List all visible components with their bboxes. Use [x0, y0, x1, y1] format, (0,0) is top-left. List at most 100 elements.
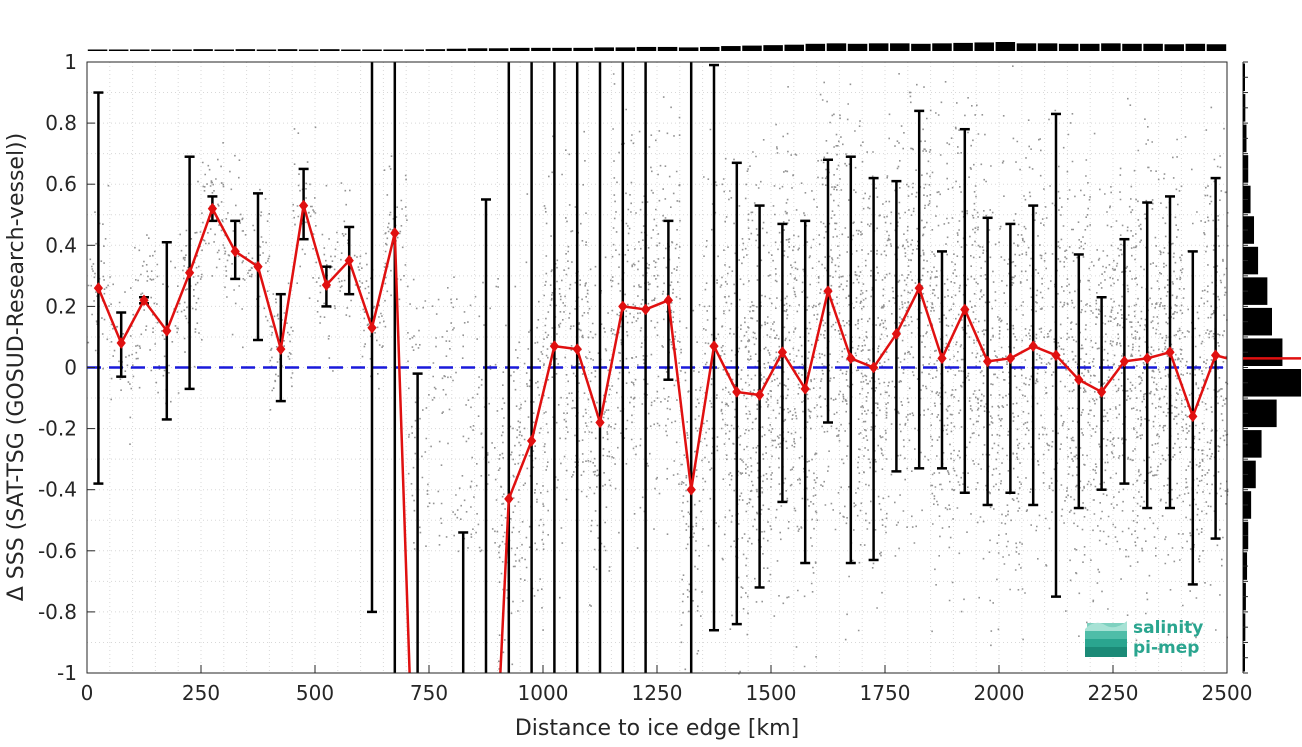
mean-marker: [1142, 352, 1152, 365]
error-bar: [777, 222, 788, 504]
top-histogram-bar: [552, 47, 572, 51]
top-histogram-bar: [1185, 43, 1206, 51]
y-tick-label: 0: [64, 356, 77, 380]
mean-marker: [1188, 410, 1198, 423]
top-histogram-bar: [700, 46, 720, 51]
mean-marker: [1028, 340, 1038, 352]
top-histogram: [87, 42, 1227, 51]
top-histogram-bar: [298, 49, 319, 51]
right-histogram-bar: [1243, 216, 1255, 244]
top-histogram-bar: [108, 49, 129, 51]
y-tick-label: 0.6: [45, 172, 77, 196]
mean-marker: [960, 303, 970, 316]
mean-line-group: [93, 199, 1227, 673]
top-histogram-bar: [531, 47, 551, 51]
top-histogram-bar: [1016, 43, 1037, 51]
error-bar: [367, 62, 377, 614]
mean-marker: [549, 340, 560, 352]
top-histogram-bar: [341, 49, 361, 51]
top-histogram-bar: [467, 48, 488, 51]
mean-marker: [230, 245, 240, 258]
top-histogram-bar: [657, 46, 678, 51]
x-tick-label: 0: [81, 681, 94, 705]
error-bar: [412, 372, 423, 673]
mean-marker: [595, 416, 605, 429]
x-tick-label: 500: [296, 681, 334, 705]
mean-marker: [1096, 386, 1107, 398]
top-histogram-bar: [678, 47, 699, 51]
right-histogram-bar: [1243, 430, 1262, 458]
x-tick-label: 1000: [518, 681, 569, 705]
top-histogram-bar: [383, 49, 403, 51]
top-histogram-bar: [890, 43, 910, 51]
x-tick-label: 2000: [974, 681, 1025, 705]
error-bar: [458, 531, 469, 673]
mean-marker: [207, 202, 218, 215]
mean-marker: [162, 325, 172, 337]
mean-marker: [1119, 355, 1130, 368]
top-histogram-bar: [573, 47, 593, 51]
top-histogram-bar: [256, 49, 277, 51]
logo-text-line2: pi-mep: [1133, 638, 1199, 658]
top-histogram-bar: [425, 49, 446, 51]
top-histogram-bar: [214, 49, 234, 51]
y-axis-label: Δ SSS (SAT-TSG (GOSUD-Research-vessel)): [4, 133, 29, 601]
top-histogram-bar: [1164, 44, 1184, 51]
y-tick-label: 0.4: [45, 233, 77, 257]
mean-marker: [184, 266, 195, 279]
y-tick-label: 0.8: [45, 111, 77, 135]
top-histogram-bar: [847, 43, 868, 51]
right-histogram-bar: [1243, 369, 1301, 397]
top-histogram-bar: [953, 42, 973, 51]
top-histogram-bar: [235, 49, 256, 51]
mean-marker: [116, 337, 126, 349]
mean-marker: [298, 199, 309, 212]
y-tick-label: -0.4: [38, 478, 77, 502]
scatter-cloud: [87, 65, 1229, 675]
right-histogram-bar: [1243, 246, 1259, 275]
top-histogram-bar: [1143, 43, 1163, 51]
top-histogram-bar: [826, 43, 847, 51]
mean-marker: [526, 435, 537, 447]
top-histogram-bar: [193, 49, 213, 51]
mean-marker: [572, 343, 582, 355]
mean-marker: [93, 282, 104, 294]
top-histogram-bar: [1037, 43, 1058, 51]
x-axis-ticks: 0 250 500 750 1000 1250 1500 1750 2000 2250 2500: [81, 665, 1252, 705]
x-tick-label: 250: [182, 681, 220, 705]
top-histogram-bar: [362, 49, 382, 51]
mean-marker: [276, 343, 286, 355]
error-bar: [481, 198, 491, 673]
top-histogram-bar: [1206, 44, 1227, 51]
y-tick-label: 1: [64, 50, 77, 74]
mean-marker: [139, 294, 149, 307]
right-histogram: [1242, 61, 1301, 674]
x-tick-label: 1750: [860, 681, 911, 705]
mean-marker: [663, 294, 674, 307]
mean-marker: [777, 346, 788, 359]
top-histogram-bar: [404, 49, 424, 51]
mean-marker: [982, 355, 993, 368]
mean-marker: [800, 383, 810, 395]
mean-marker: [367, 321, 377, 334]
mean-marker: [709, 340, 719, 352]
top-histogram-bar: [488, 48, 509, 51]
x-tick-label: 2250: [1088, 681, 1139, 705]
top-histogram-bar: [721, 46, 741, 51]
top-histogram-bar: [615, 47, 636, 51]
mean-marker: [846, 352, 856, 365]
mean-marker: [937, 352, 947, 365]
top-histogram-bar: [1058, 43, 1079, 51]
right-histogram-bar: [1243, 399, 1277, 428]
x-tick-label: 1500: [746, 681, 797, 705]
mean-marker: [868, 361, 879, 374]
mean-marker: [321, 279, 332, 291]
top-histogram-bar: [87, 49, 108, 51]
top-histogram-bar: [763, 45, 783, 51]
top-histogram-bar: [636, 46, 657, 51]
top-histogram-bar: [320, 49, 340, 51]
y-tick-label: 0.2: [45, 294, 77, 318]
top-histogram-bar: [805, 43, 826, 51]
